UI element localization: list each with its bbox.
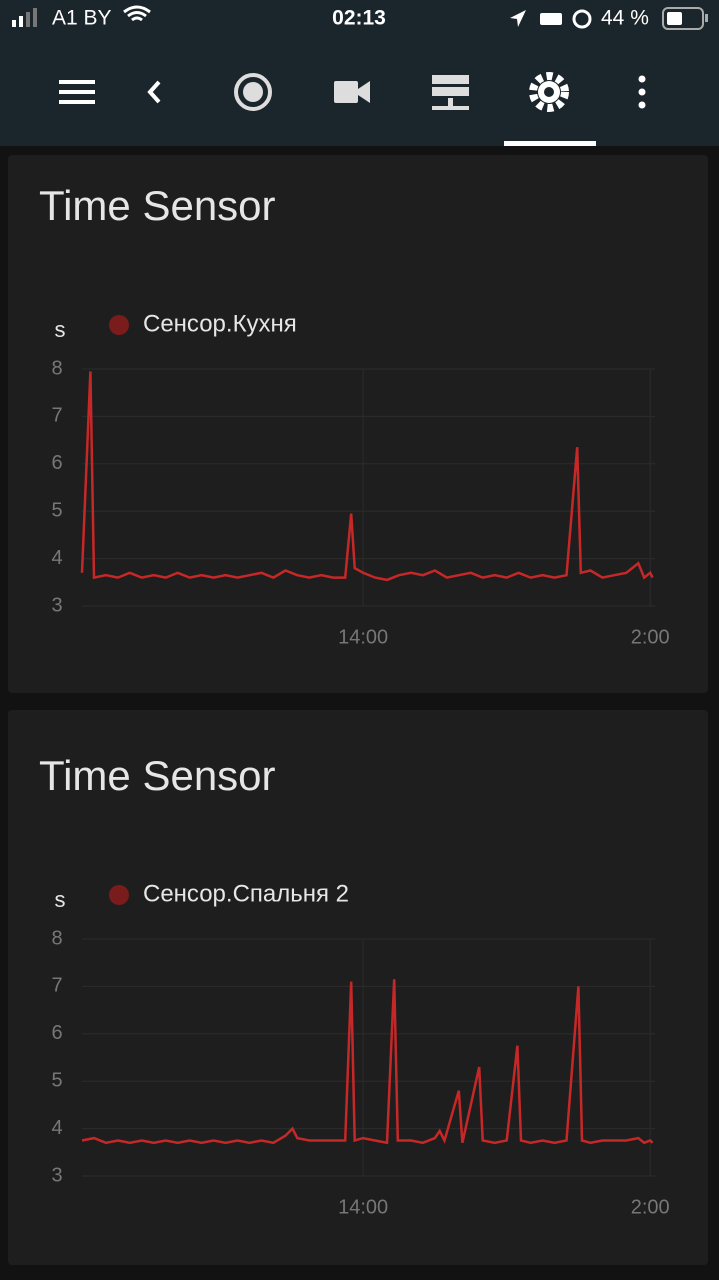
active-tab-indicator: [504, 141, 596, 146]
tab-server[interactable]: [432, 75, 469, 110]
y-tick-label: 7: [51, 975, 62, 997]
tab-dashboard[interactable]: [234, 73, 272, 111]
menu-button[interactable]: [59, 80, 95, 104]
card: [8, 710, 708, 1265]
series-line: [80, 371, 654, 582]
wifi-icon: [123, 5, 151, 22]
y-tick-label: 4: [51, 547, 62, 569]
legend-label: Сенсор.Кухня: [143, 310, 297, 337]
legend-label: Сенсор.Спальня 2: [143, 880, 349, 907]
app-header: [0, 0, 719, 146]
x-tick-label: 2:00: [631, 626, 670, 648]
y-tick-label: 7: [51, 405, 62, 427]
chart-title: Time Sensor: [39, 752, 276, 799]
location-icon: [510, 10, 526, 27]
y-tick-label: 3: [51, 1164, 62, 1186]
back-button[interactable]: [147, 80, 161, 104]
y-tick-label: 6: [51, 1022, 62, 1044]
battery-icon: [662, 7, 708, 30]
x-tick-label: 14:00: [338, 1196, 388, 1218]
y-tick-label: 5: [51, 1069, 62, 1091]
legend-marker: [109, 885, 129, 905]
tab-settings[interactable]: [529, 72, 569, 112]
y-tick-label: 3: [51, 594, 62, 616]
card: [8, 155, 708, 693]
overflow-button[interactable]: [638, 75, 646, 109]
x-tick-label: 14:00: [338, 626, 388, 648]
battery-text: 44 %: [601, 7, 649, 30]
bed-icon: [540, 13, 562, 25]
x-tick-label: 2:00: [631, 1196, 670, 1218]
y-axis-label: s: [55, 317, 66, 342]
chart-title: Time Sensor: [39, 182, 276, 229]
tab-camera[interactable]: [334, 81, 370, 103]
y-tick-label: 5: [51, 499, 62, 521]
carrier: A1 BY: [52, 7, 112, 30]
signal-icon: [12, 8, 37, 27]
y-tick-label: 6: [51, 452, 62, 474]
clock: 02:13: [332, 7, 386, 30]
y-tick-label: 4: [51, 1117, 62, 1139]
series-line: [81, 979, 654, 1145]
y-axis-label: s: [55, 887, 66, 912]
y-tick-label: 8: [51, 927, 62, 949]
alarm-icon: [572, 9, 592, 29]
legend-marker: [109, 315, 129, 335]
y-tick-label: 8: [51, 357, 62, 379]
